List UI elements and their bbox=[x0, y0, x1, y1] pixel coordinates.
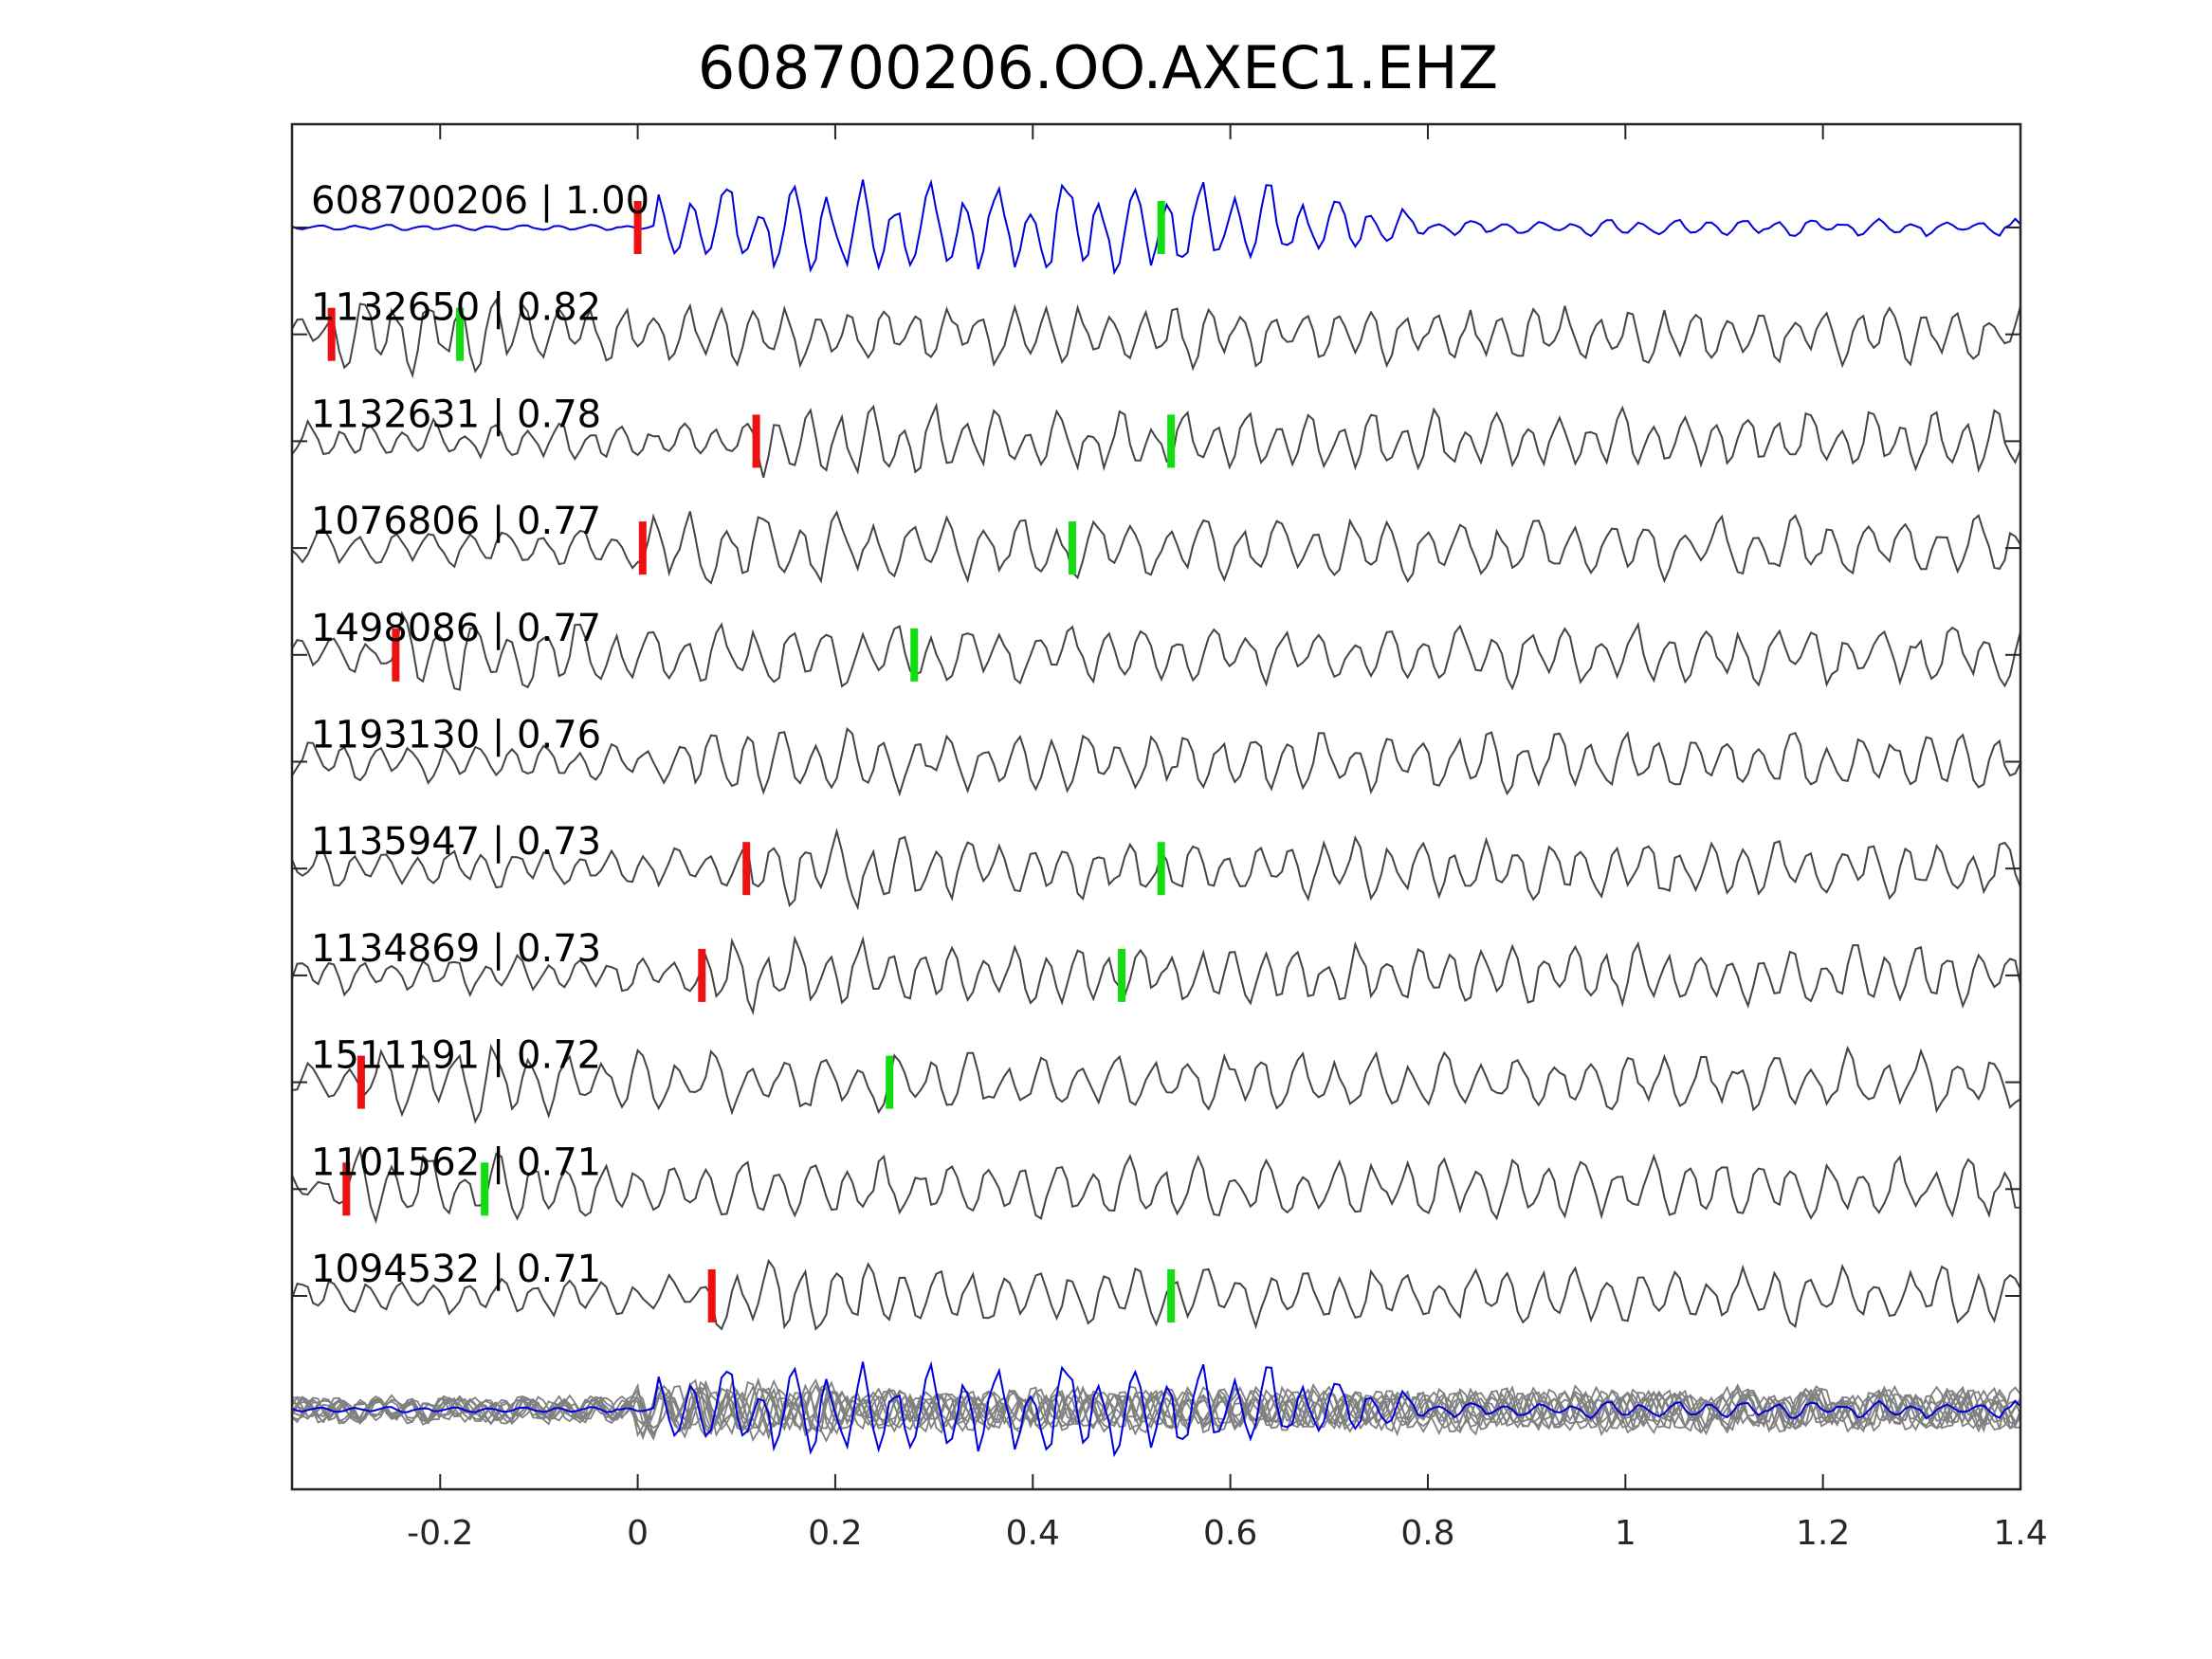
trace-waveform-608700206 bbox=[291, 178, 2021, 276]
x-tick-label: 0.2 bbox=[808, 1514, 862, 1553]
overlay-trace-1498086 bbox=[291, 1379, 2021, 1437]
trace-label-1134869: 1134869 | 0.73 bbox=[311, 927, 601, 971]
trace-label-1094532: 1094532 | 0.71 bbox=[311, 1248, 601, 1291]
p-pick-marker-1498086 bbox=[392, 628, 400, 682]
x-tick-label: 1.4 bbox=[1993, 1514, 2047, 1553]
trace-waveform-1101562 bbox=[291, 1145, 2021, 1225]
p-pick-marker-1076806 bbox=[638, 521, 647, 575]
trace-label-1511191: 1511191 | 0.72 bbox=[311, 1034, 601, 1078]
trace-label-1101562: 1101562 | 0.71 bbox=[311, 1140, 601, 1184]
chart-title: 608700206.OO.AXEC1.EHZ bbox=[698, 33, 1498, 102]
s-pick-marker-608700206 bbox=[1157, 201, 1165, 254]
trace-labels: 608700206 | 1.00 1132650 | 0.82 1132631 | … bbox=[311, 179, 649, 1291]
s-pick-marker-1134869 bbox=[1118, 948, 1126, 1002]
trace-waveform-1498086 bbox=[291, 611, 2021, 691]
s-pick-marker-1132650 bbox=[456, 307, 465, 361]
trace-waveform-1094532 bbox=[291, 1258, 2021, 1331]
s-pick-marker-1076806 bbox=[1068, 521, 1076, 575]
x-tick-label: 0.6 bbox=[1203, 1514, 1257, 1553]
trace-label-1132631: 1132631 | 0.78 bbox=[311, 392, 601, 436]
p-pick-marker-1101562 bbox=[342, 1162, 351, 1216]
overlay-trace-1135947 bbox=[291, 1386, 2021, 1434]
x-tick-label: 1.2 bbox=[1796, 1514, 1850, 1553]
trace-waveform-1132631 bbox=[291, 402, 2021, 479]
x-axis: -0.2 0 0.2 0.4 0.6 0.8 1 1.2 1.4 bbox=[292, 124, 2048, 1553]
trace-label-1498086: 1498086 | 0.77 bbox=[311, 607, 601, 650]
trace-waveform-1193130 bbox=[291, 726, 2021, 797]
x-tick-label: 0.4 bbox=[1006, 1514, 1060, 1553]
trace-waveform-1511191 bbox=[291, 1043, 2021, 1124]
plot-area bbox=[292, 124, 2020, 1489]
x-tick-label: 0.8 bbox=[1400, 1514, 1454, 1553]
p-pick-marker-608700206 bbox=[633, 201, 642, 254]
overlay-stack bbox=[291, 1360, 2021, 1458]
trace-label-1135947: 1135947 | 0.73 bbox=[311, 820, 601, 864]
axes-box bbox=[290, 122, 2022, 1491]
trace-label-608700206: 608700206 | 1.00 bbox=[311, 179, 649, 223]
s-pick-marker-1498086 bbox=[910, 628, 919, 682]
x-tick-label: 0 bbox=[627, 1514, 649, 1553]
picks-layer bbox=[327, 201, 1176, 1322]
trace-label-1076806: 1076806 | 0.77 bbox=[311, 500, 601, 543]
x-tick-label: -0.2 bbox=[407, 1514, 473, 1553]
p-pick-marker-1132631 bbox=[752, 414, 760, 468]
trace-label-1193130: 1193130 | 0.76 bbox=[311, 714, 601, 757]
s-pick-marker-1511191 bbox=[886, 1055, 894, 1109]
overlay-master-trace bbox=[291, 1360, 2021, 1458]
trace-waveform-1134869 bbox=[291, 935, 2021, 1016]
trace-waveform-1076806 bbox=[291, 510, 2021, 585]
p-pick-marker-1135947 bbox=[742, 842, 751, 896]
s-pick-marker-1101562 bbox=[481, 1162, 489, 1216]
trace-waveform-1135947 bbox=[291, 828, 2021, 911]
p-pick-marker-1511191 bbox=[356, 1055, 365, 1109]
x-tick-label: 1 bbox=[1615, 1514, 1636, 1553]
p-pick-marker-1134869 bbox=[698, 948, 706, 1002]
traces-layer bbox=[291, 178, 2021, 1331]
p-pick-marker-1132650 bbox=[327, 307, 336, 361]
trace-waveform-1132650 bbox=[291, 297, 2021, 379]
s-pick-marker-1094532 bbox=[1167, 1269, 1176, 1322]
s-pick-marker-1135947 bbox=[1157, 842, 1165, 896]
p-pick-marker-1094532 bbox=[707, 1269, 716, 1322]
s-pick-marker-1132631 bbox=[1167, 414, 1176, 468]
trace-label-1132650: 1132650 | 0.82 bbox=[311, 286, 601, 330]
